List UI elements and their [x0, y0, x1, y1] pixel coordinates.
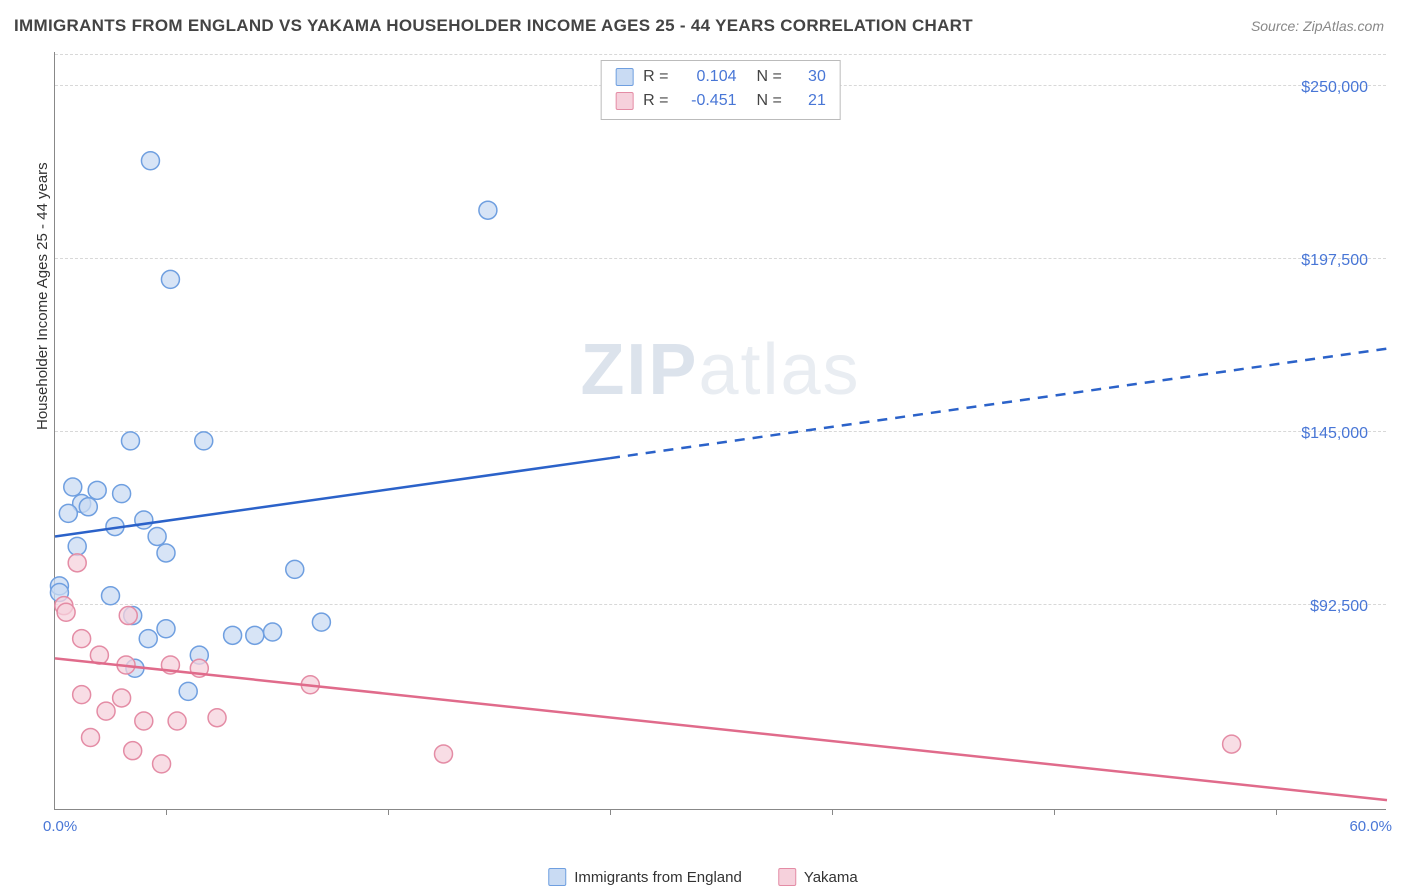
data-point: [124, 742, 142, 760]
data-point: [88, 481, 106, 499]
source-attribution: Source: ZipAtlas.com: [1251, 18, 1384, 34]
data-point: [479, 201, 497, 219]
legend-label: Yakama: [804, 869, 858, 886]
chart-plot-area: ZIPatlas $92,500$145,000$197,500$250,000…: [54, 52, 1386, 810]
x-axis-min-label: 0.0%: [43, 818, 77, 835]
data-point: [168, 712, 186, 730]
legend-swatch: [615, 92, 633, 110]
legend-item: Yakama: [778, 868, 858, 886]
data-point: [139, 630, 157, 648]
x-tick-mark: [1054, 809, 1055, 815]
data-point: [113, 689, 131, 707]
stats-row: R = -0.451 N = 21: [615, 89, 826, 113]
data-point: [79, 498, 97, 516]
data-point: [157, 620, 175, 638]
stats-row: R = 0.104 N = 30: [615, 65, 826, 89]
data-point: [161, 270, 179, 288]
data-point: [435, 745, 453, 763]
legend-swatch: [548, 868, 566, 886]
stat-r-label: R =: [643, 89, 668, 113]
data-point: [208, 709, 226, 727]
data-point: [195, 432, 213, 450]
stat-r-value: -0.451: [679, 89, 737, 113]
data-point: [68, 554, 86, 572]
scatter-svg: [55, 52, 1386, 809]
data-point: [82, 728, 100, 746]
stat-n-value: 21: [792, 89, 826, 113]
y-axis-label: Householder Income Ages 25 - 44 years: [34, 162, 51, 430]
legend-swatch: [778, 868, 796, 886]
legend-item: Immigrants from England: [548, 868, 742, 886]
legend: Immigrants from England Yakama: [548, 868, 858, 886]
data-point: [153, 755, 171, 773]
legend-swatch: [615, 68, 633, 86]
data-point: [102, 587, 120, 605]
x-tick-mark: [166, 809, 167, 815]
data-point: [264, 623, 282, 641]
x-tick-mark: [610, 809, 611, 815]
stat-n-label: N =: [757, 65, 782, 89]
data-point: [59, 504, 77, 522]
data-point: [157, 544, 175, 562]
x-axis-max-label: 60.0%: [1349, 818, 1392, 835]
x-tick-mark: [1276, 809, 1277, 815]
stat-n-label: N =: [757, 89, 782, 113]
data-point: [135, 712, 153, 730]
x-tick-mark: [388, 809, 389, 815]
data-point: [121, 432, 139, 450]
data-point: [286, 560, 304, 578]
data-point: [73, 630, 91, 648]
chart-title: IMMIGRANTS FROM ENGLAND VS YAKAMA HOUSEH…: [14, 16, 973, 36]
data-point: [57, 603, 75, 621]
data-point: [113, 485, 131, 503]
data-point: [246, 626, 264, 644]
x-tick-mark: [832, 809, 833, 815]
data-point: [179, 682, 197, 700]
legend-label: Immigrants from England: [574, 869, 742, 886]
data-point: [224, 626, 242, 644]
data-point: [1223, 735, 1241, 753]
data-point: [141, 152, 159, 170]
correlation-stats-box: R = 0.104 N = 30 R = -0.451 N = 21: [600, 60, 841, 120]
data-point: [148, 527, 166, 545]
trend-line: [55, 458, 610, 536]
data-point: [97, 702, 115, 720]
trend-line-dashed: [610, 349, 1387, 459]
data-point: [119, 607, 137, 625]
stat-r-label: R =: [643, 65, 668, 89]
data-point: [135, 511, 153, 529]
data-point: [312, 613, 330, 631]
data-point: [68, 537, 86, 555]
trend-line: [55, 658, 1387, 800]
stat-n-value: 30: [792, 65, 826, 89]
data-point: [73, 686, 91, 704]
stat-r-value: 0.104: [679, 65, 737, 89]
data-point: [64, 478, 82, 496]
